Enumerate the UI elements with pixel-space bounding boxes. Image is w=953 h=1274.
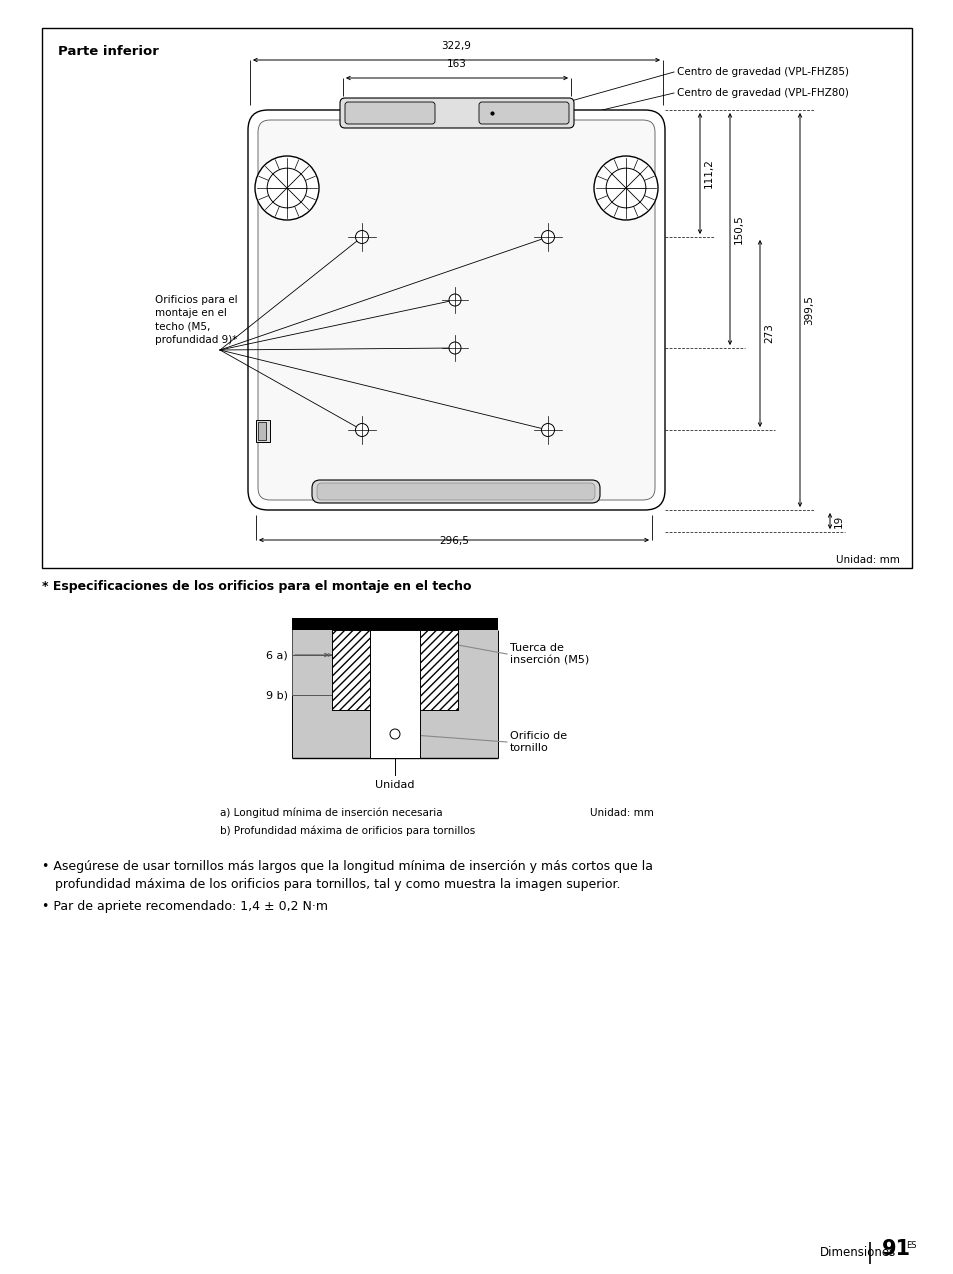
Text: 18: 18	[416, 268, 430, 278]
Text: 12: 12	[388, 383, 401, 394]
Bar	[42, 28, 911, 568]
Text: a) Longitud mínima de inserción necesaria: a) Longitud mínima de inserción necesari…	[220, 808, 442, 818]
Text: Unidad: mm: Unidad: mm	[589, 808, 653, 818]
Text: 163: 163	[447, 59, 466, 69]
Bar	[257, 422, 266, 440]
Bar	[292, 618, 497, 631]
Text: Centro de gravedad (VPL-FHZ80): Centro de gravedad (VPL-FHZ80)	[677, 88, 848, 98]
Circle shape	[449, 341, 460, 354]
Text: * Especificaciones de los orificios para el montaje en el techo: * Especificaciones de los orificios para…	[42, 580, 471, 592]
Text: 6 a): 6 a)	[266, 650, 288, 660]
Circle shape	[254, 155, 318, 220]
FancyBboxPatch shape	[478, 102, 568, 124]
Text: 19: 19	[833, 515, 843, 527]
Text: 399,5: 399,5	[803, 296, 813, 325]
Text: Dimensiones: Dimensiones	[820, 1246, 895, 1260]
Bar	[332, 631, 370, 710]
Text: 111,2: 111,2	[703, 158, 713, 189]
FancyBboxPatch shape	[345, 102, 435, 124]
Text: 296,5: 296,5	[438, 536, 469, 547]
Text: Orificios para el
montaje en el
techo (M5,
profundidad 9)*: Orificios para el montaje en el techo (M…	[154, 296, 237, 344]
Circle shape	[267, 168, 307, 208]
FancyBboxPatch shape	[316, 483, 595, 499]
Circle shape	[390, 729, 399, 739]
FancyBboxPatch shape	[339, 98, 574, 127]
FancyBboxPatch shape	[248, 110, 664, 510]
Circle shape	[605, 168, 645, 208]
Text: Parte inferior: Parte inferior	[58, 45, 159, 59]
Text: 273: 273	[763, 324, 773, 344]
Text: Unidad: Unidad	[375, 780, 415, 790]
Circle shape	[449, 294, 460, 306]
Circle shape	[355, 231, 368, 243]
Text: 150,5: 150,5	[733, 214, 743, 243]
Circle shape	[541, 231, 554, 243]
Bar	[255, 420, 270, 442]
Circle shape	[594, 155, 658, 220]
Text: 91: 91	[882, 1240, 910, 1259]
Text: b) Profundidad máxima de orificios para tornillos: b) Profundidad máxima de orificios para …	[220, 826, 475, 836]
Bar	[370, 631, 419, 758]
Circle shape	[355, 423, 368, 437]
Text: • Par de apriete recomendado: 1,4 ± 0,2 N·m: • Par de apriete recomendado: 1,4 ± 0,2 …	[42, 899, 328, 913]
Text: 322,9: 322,9	[441, 41, 471, 51]
Bar	[292, 631, 497, 758]
Text: • Asegúrese de usar tornillos más largos que la longitud mínima de inserción y m: • Asegúrese de usar tornillos más largos…	[42, 860, 652, 873]
FancyBboxPatch shape	[257, 120, 655, 499]
Text: 9 b): 9 b)	[266, 691, 288, 699]
Text: Orificio de
tornillo: Orificio de tornillo	[510, 731, 566, 753]
Text: ES: ES	[905, 1241, 916, 1250]
Text: 10: 10	[402, 318, 416, 329]
FancyBboxPatch shape	[312, 480, 599, 503]
Circle shape	[541, 423, 554, 437]
Text: profundidad máxima de los orificios para tornillos, tal y como muestra la imagen: profundidad máxima de los orificios para…	[55, 878, 619, 891]
Bar	[419, 631, 457, 710]
Text: Tuerca de
inserción (M5): Tuerca de inserción (M5)	[510, 643, 589, 665]
Text: Centro de gravedad (VPL-FHZ85): Centro de gravedad (VPL-FHZ85)	[677, 68, 848, 76]
Text: Unidad: mm: Unidad: mm	[835, 555, 899, 564]
